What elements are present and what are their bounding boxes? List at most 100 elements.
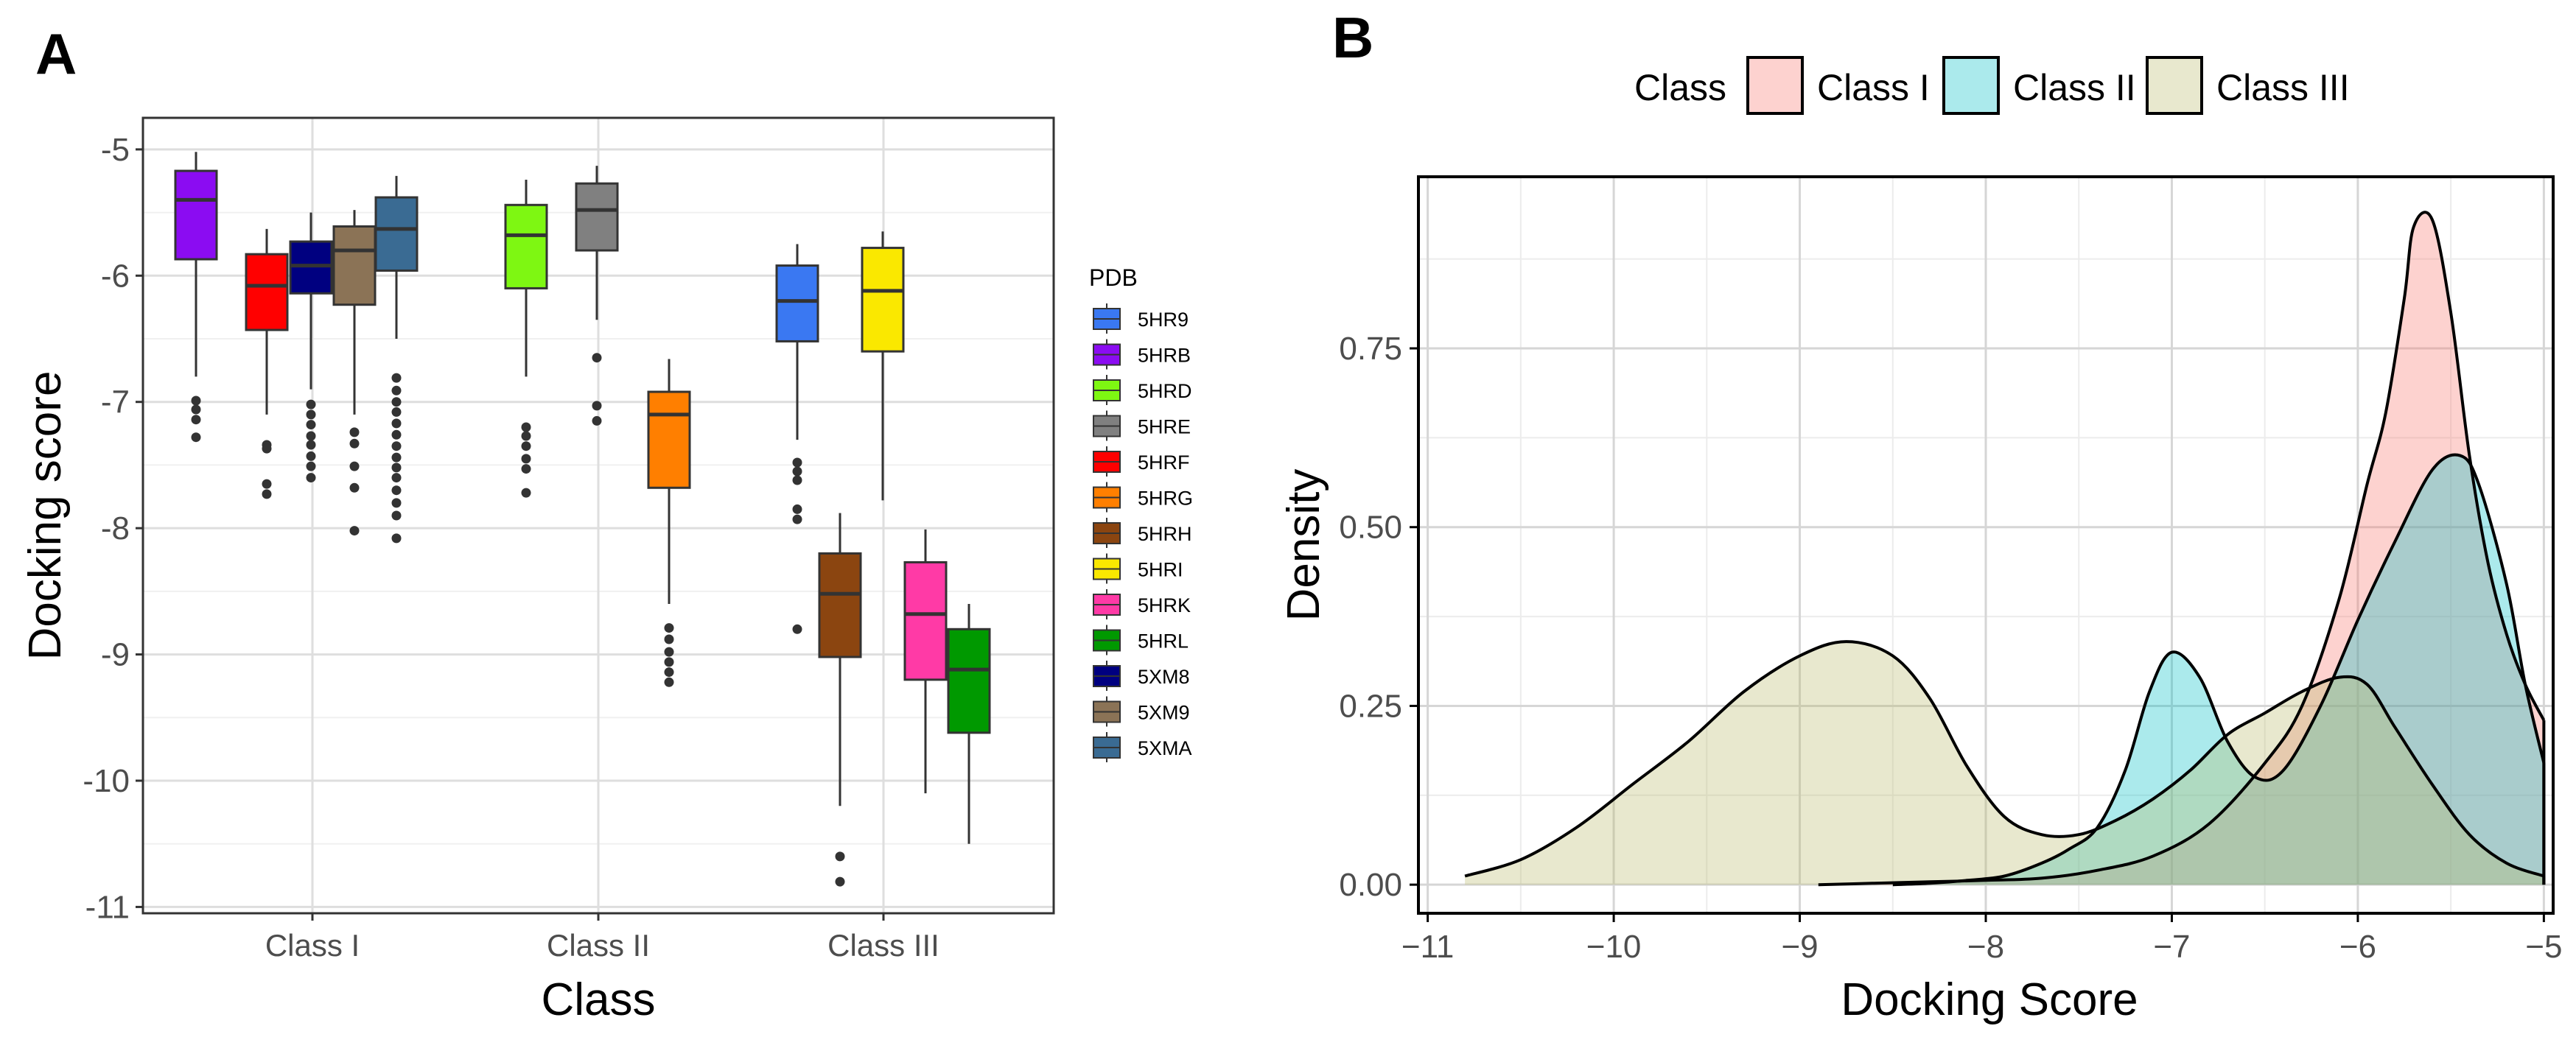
pdb-legend-label: 5HRB: [1138, 345, 1191, 367]
box-outlier-point: [191, 415, 201, 425]
boxplot-x-tick-label: Class I: [265, 928, 360, 963]
box-outlier-point: [391, 373, 402, 383]
box-outlier-point: [306, 409, 316, 420]
boxplot-panel-border: [141, 116, 1055, 915]
box-5hrd: [504, 180, 548, 498]
box-outlier-point: [391, 385, 402, 396]
density-y-tick-label: 0.00: [1339, 867, 1402, 903]
boxplot-y-tick-label: -6: [101, 258, 130, 294]
pdb-legend-label: 5HRI: [1138, 559, 1183, 581]
box-outlier-point: [262, 479, 272, 489]
box-5hrb: [174, 152, 218, 443]
density-outline-class-ii: [1892, 453, 2546, 887]
box-outlier-point: [592, 401, 602, 411]
box-outlier-point: [792, 457, 802, 468]
pdb-legend-label: 5HR9: [1138, 309, 1189, 331]
box-outlier-point: [391, 498, 402, 508]
boxplot-y-tick-label: -10: [83, 763, 130, 799]
box-body: [647, 390, 691, 489]
box-body: [245, 253, 289, 331]
box-outlier-point: [835, 876, 845, 887]
density-outline-class-iii: [1464, 640, 2545, 878]
density-grid: [1418, 177, 2553, 913]
pdb-legend-item-5hr9: 5HR9: [1093, 303, 1189, 334]
density-x-tick-label: −8: [1967, 929, 2004, 965]
boxplot-y-tick-label: -5: [101, 132, 130, 168]
class-legend-item-class-iii: Class III: [2146, 56, 2350, 115]
class-legend-item-class-i: Class I: [1746, 56, 1930, 115]
pdb-legend-item-5hrk: 5HRK: [1093, 589, 1191, 619]
box-5hrh: [818, 513, 862, 887]
box-body: [374, 196, 419, 272]
pdb-legend-item-5hrl: 5HRL: [1093, 625, 1189, 655]
density-x-tick-label: −11: [1401, 929, 1454, 965]
pdb-legend-item-5hrg: 5HRG: [1093, 482, 1193, 513]
box-body: [332, 225, 377, 306]
class-legend-label: Class II: [2013, 67, 2136, 108]
box-5hrl: [947, 604, 991, 844]
pdb-legend-item-5hrb: 5HRB: [1093, 339, 1191, 370]
box-outlier-point: [391, 441, 402, 451]
box-outlier-point: [349, 461, 360, 471]
box-outlier-point: [592, 415, 602, 426]
box-outlier-point: [306, 461, 316, 471]
box-outlier-point: [664, 667, 674, 678]
density-x-ticks: −11 −10 −9 −8 −7 −6 −5: [1401, 913, 2562, 965]
box-body: [504, 203, 548, 289]
boxplot-y-tick-label: -11: [85, 889, 130, 925]
box-outlier-point: [792, 504, 802, 514]
box-outlier-point: [306, 451, 316, 461]
boxplot-x-tick-label: Class II: [547, 928, 650, 963]
class-legend-item-class-ii: Class II: [1942, 56, 2136, 115]
density-area-class-ii: [1892, 454, 2544, 885]
box-5hre: [575, 166, 619, 426]
pdb-legend-label: 5HRK: [1138, 594, 1191, 616]
box-outlier-point: [391, 485, 402, 496]
pdb-legend-item-5hrf: 5HRF: [1093, 446, 1190, 477]
density-y-tick-label: 0.75: [1339, 331, 1402, 367]
pdb-legend-item-5hre: 5HRE: [1093, 410, 1191, 441]
density-x-tick-label: −9: [1781, 929, 1818, 965]
box-outlier-point: [521, 454, 531, 464]
box-outlier-point: [306, 440, 316, 450]
density-area-class-iii: [1465, 641, 2544, 885]
box-outlier-point: [262, 443, 272, 454]
class-legend-label: Class I: [1817, 67, 1930, 108]
boxplot-boxes: [174, 152, 991, 887]
box-5xm8: [289, 212, 333, 483]
box-outlier-point: [191, 404, 201, 415]
box-outlier-point: [191, 432, 201, 443]
pdb-legend-label: 5HRF: [1138, 451, 1190, 474]
panel-label-a: A: [35, 21, 77, 86]
pdb-legend-label: 5HRL: [1138, 630, 1189, 653]
box-body: [861, 247, 905, 353]
class-legend-label: Class III: [2216, 67, 2350, 108]
pdb-legend-label: 5XM8: [1138, 666, 1190, 688]
boxplot-y-axis-title: Docking score: [20, 371, 71, 661]
box-5hrk: [903, 529, 948, 794]
box-outlier-point: [306, 399, 316, 409]
class-legend-title: Class: [1634, 67, 1726, 108]
box-outlier-point: [391, 533, 402, 544]
class-legend-key-bg: [1748, 57, 1802, 113]
box-outlier-point: [349, 427, 360, 437]
boxplot-x-tick-label: Class III: [827, 928, 939, 963]
density-x-axis-title: Docking Score: [1841, 974, 2138, 1025]
box-outlier-point: [592, 353, 602, 363]
box-outlier-point: [792, 514, 802, 524]
box-outlier-point: [391, 407, 402, 417]
box-outlier-point: [521, 441, 531, 451]
box-5hrf: [245, 228, 289, 499]
class-legend-key: [1746, 56, 1804, 115]
box-body: [818, 552, 862, 658]
box-outlier-point: [792, 466, 802, 477]
density-x-tick-label: −7: [2153, 929, 2190, 965]
box-outlier-point: [391, 418, 402, 429]
box-outlier-point: [664, 657, 674, 667]
box-body: [947, 628, 991, 734]
density-y-tick-label: 0.50: [1339, 510, 1402, 546]
box-outlier-point: [391, 452, 402, 463]
pdb-legend-item-5xm8: 5XM8: [1093, 661, 1190, 691]
pdb-legend-label: 5HRD: [1138, 380, 1192, 402]
